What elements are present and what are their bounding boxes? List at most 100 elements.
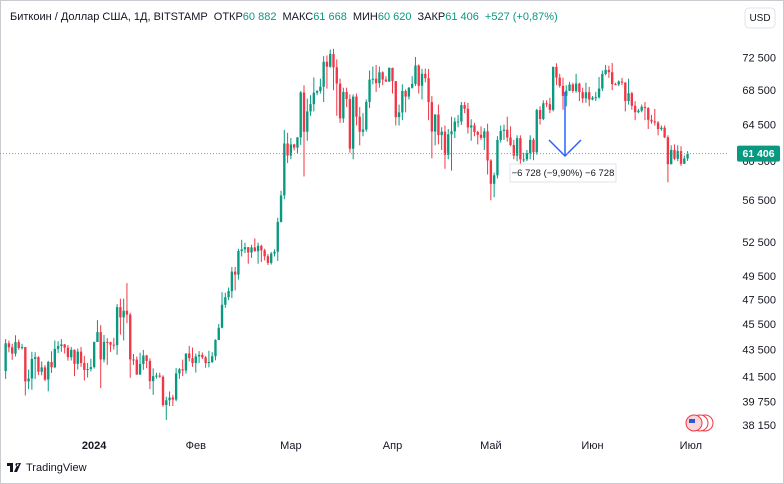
y-tick-label: 47 500 xyxy=(742,294,776,306)
y-tick-label: 72 500 xyxy=(742,52,776,64)
stat-value: 60 882 xyxy=(243,11,277,23)
candle-body xyxy=(542,103,545,120)
candle-body xyxy=(509,137,512,146)
candle-body xyxy=(132,359,135,361)
candle-body xyxy=(666,137,670,165)
candle-body xyxy=(440,131,443,136)
y-tick-label: 68 500 xyxy=(742,85,776,97)
candle-body xyxy=(17,342,20,348)
candle-body xyxy=(483,131,486,138)
candle-body xyxy=(548,104,552,110)
candle-body xyxy=(614,84,617,86)
x-tick-label: Июл xyxy=(680,440,702,452)
x-tick-label: Май xyxy=(480,440,502,452)
candle-body xyxy=(227,291,230,298)
candle-body xyxy=(122,310,125,318)
candle-body xyxy=(348,99,352,149)
candle-body xyxy=(115,307,119,346)
candle-body xyxy=(279,195,283,222)
candle-body xyxy=(315,91,319,93)
candle-body xyxy=(70,349,73,358)
candle-body xyxy=(250,247,253,253)
y-tick-label: 64 500 xyxy=(742,119,776,131)
candle-body xyxy=(601,74,604,89)
x-tick-label: Мар xyxy=(280,440,302,452)
candle-body xyxy=(73,349,76,364)
candle-body xyxy=(597,88,601,98)
candle-body xyxy=(273,251,276,254)
candle-body xyxy=(558,77,561,86)
currency[interactable]: USD xyxy=(749,13,770,24)
candle-body xyxy=(633,105,637,113)
candle-body xyxy=(263,250,266,257)
candle-body xyxy=(50,361,53,368)
candle-body xyxy=(627,93,630,101)
candle-body xyxy=(378,72,381,84)
candle-body xyxy=(502,129,506,131)
candle-body xyxy=(99,332,102,360)
candle-body xyxy=(355,96,358,117)
candle-body xyxy=(325,61,329,67)
x-tick-label: Июн xyxy=(581,440,603,452)
candle-body xyxy=(306,111,309,132)
candle-body xyxy=(106,341,109,343)
candle-body xyxy=(224,297,227,305)
y-tick-label: 49 500 xyxy=(742,271,776,283)
last-price-label: 61 406 xyxy=(742,148,774,160)
candle-body xyxy=(247,247,250,253)
candle-body xyxy=(374,78,378,84)
candle-body xyxy=(427,78,430,103)
brand: TradingView xyxy=(26,462,87,474)
candle-body xyxy=(211,356,214,362)
stat-label: МИН xyxy=(353,11,378,23)
candle-body xyxy=(555,66,558,78)
candle-body xyxy=(529,139,532,154)
candle-body xyxy=(519,138,522,160)
candle-body xyxy=(47,361,50,380)
candle-body xyxy=(643,106,647,109)
stat-value: 60 620 xyxy=(378,11,412,23)
candle-body xyxy=(292,144,296,148)
candles xyxy=(4,48,689,420)
y-tick-label: 45 500 xyxy=(742,319,776,331)
candle-body xyxy=(207,361,211,364)
annotation: −6 728 (−9,90%) −6 728 xyxy=(512,168,615,179)
candle-body xyxy=(286,143,289,156)
candle-body xyxy=(460,105,463,122)
candle-body xyxy=(515,138,519,156)
candle-body xyxy=(217,327,220,340)
candle-body xyxy=(60,344,63,346)
candle-body xyxy=(683,158,686,164)
candle-body xyxy=(260,245,263,251)
candle-body xyxy=(620,81,624,83)
candle-body xyxy=(296,137,299,148)
candle-body xyxy=(437,114,440,136)
candle-body xyxy=(204,357,207,364)
candle-body xyxy=(538,109,542,120)
candle-body xyxy=(155,375,158,377)
candle-body xyxy=(647,108,650,120)
symbol: Биткоин / Доллар США, 1Д, BITSTAMP xyxy=(10,11,208,23)
candle-body xyxy=(656,122,660,130)
candle-body xyxy=(309,104,312,112)
candle-body xyxy=(565,90,568,96)
candle-body xyxy=(496,139,499,176)
candle-body xyxy=(253,247,256,252)
candle-body xyxy=(640,106,643,111)
candle-body xyxy=(414,65,417,84)
candle-body xyxy=(532,139,535,153)
candle-body xyxy=(142,355,145,365)
flag-icon[interactable] xyxy=(685,414,714,432)
candle-body xyxy=(381,72,384,80)
candle-body xyxy=(443,131,447,155)
candle-body xyxy=(89,367,93,370)
last-price-box xyxy=(737,145,780,162)
stat-label: ОТКР xyxy=(214,11,243,23)
candle-body xyxy=(148,360,152,382)
candle-body xyxy=(637,110,640,113)
annotation-box xyxy=(509,163,617,183)
currency-button[interactable] xyxy=(744,7,776,29)
candle-body xyxy=(214,339,217,357)
x-tick-label: Апр xyxy=(383,440,402,452)
